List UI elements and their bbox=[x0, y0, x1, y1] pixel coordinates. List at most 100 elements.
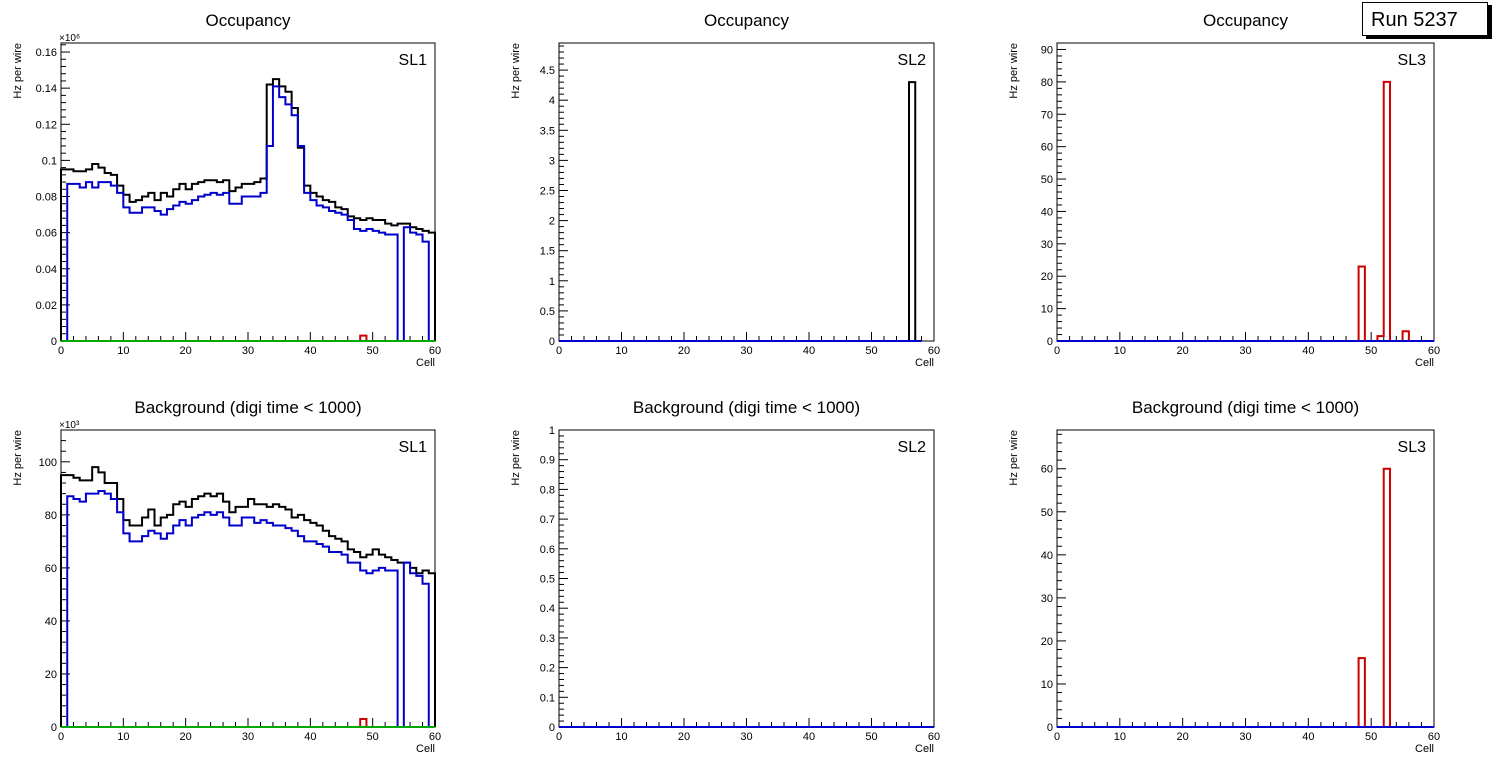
x-tick-label: 10 bbox=[117, 731, 129, 743]
x-tick-label: 60 bbox=[429, 345, 441, 357]
histogram-bin bbox=[105, 494, 111, 727]
histogram-bin bbox=[335, 207, 341, 341]
panel-label: SL1 bbox=[399, 52, 428, 69]
histogram-panel-3: Occupancy SL3 Cell Hz per wire 0 10 20 30 40 50 60… bbox=[1008, 11, 1440, 369]
histogram-bin bbox=[217, 512, 223, 727]
histogram-panel-1: Occupancy SL1 Cell Hz per wire ×10⁶ 0 10 20 30 40… bbox=[12, 11, 441, 369]
chart-title: Occupancy bbox=[704, 11, 790, 30]
histogram-bin bbox=[198, 496, 204, 727]
histogram-bin bbox=[155, 211, 161, 341]
histogram-bin bbox=[385, 557, 391, 727]
x-tick-label: 40 bbox=[304, 345, 316, 357]
histogram-bin bbox=[342, 209, 348, 341]
histogram-bin bbox=[223, 502, 229, 727]
histogram-bin bbox=[310, 541, 316, 727]
x-tick-label: 40 bbox=[1302, 731, 1314, 743]
histogram-bin bbox=[323, 207, 329, 341]
histogram-bin bbox=[155, 200, 161, 341]
histogram-bin bbox=[98, 472, 104, 727]
histogram-bin bbox=[123, 207, 129, 341]
y-tick-label: 0.8 bbox=[540, 484, 555, 496]
x-tick-label: 50 bbox=[1365, 731, 1377, 743]
y-tick-label: 30 bbox=[1041, 593, 1053, 605]
histogram-bin bbox=[92, 164, 98, 341]
histogram-panel-6: Background (digi time < 1000) SL3 Cell Hz p… bbox=[1008, 398, 1440, 755]
y-tick-label: 0 bbox=[1047, 722, 1053, 734]
y-tick-label: 0.14 bbox=[36, 83, 57, 95]
histogram-bin bbox=[416, 576, 422, 727]
x-axis-label: Cell bbox=[1415, 743, 1434, 755]
histogram-bin bbox=[317, 525, 323, 727]
histogram-bin bbox=[385, 571, 391, 727]
histogram-bin bbox=[329, 211, 335, 341]
y-axis-label: Hz per wire bbox=[12, 43, 24, 99]
histogram-bin bbox=[236, 187, 242, 341]
histogram-bin bbox=[310, 193, 316, 341]
plot-frame bbox=[1056, 429, 1435, 728]
chart-title: Background (digi time < 1000) bbox=[1132, 398, 1359, 417]
histogram-bin bbox=[98, 491, 104, 727]
histogram-bin bbox=[186, 189, 192, 341]
histogram-bin bbox=[373, 231, 379, 341]
panel-label: SL1 bbox=[399, 439, 428, 456]
histogram-bin bbox=[260, 504, 266, 727]
x-tick-label: 60 bbox=[928, 731, 940, 743]
y-tick-label: 40 bbox=[1041, 206, 1053, 218]
x-tick-label: 10 bbox=[1114, 731, 1126, 743]
histogram-bin bbox=[260, 193, 266, 341]
y-tick-label: 0.4 bbox=[540, 603, 555, 615]
histogram-bin bbox=[379, 555, 385, 727]
x-tick-label: 20 bbox=[1177, 345, 1189, 357]
histogram-bin bbox=[342, 215, 348, 341]
histogram-bin bbox=[292, 518, 298, 727]
histogram-bin bbox=[155, 533, 161, 727]
plot-frame bbox=[60, 429, 436, 728]
histogram-bin bbox=[285, 510, 291, 727]
series-red bbox=[1057, 467, 1434, 728]
y-tick-label: 1 bbox=[549, 425, 555, 437]
histogram-bin bbox=[130, 525, 136, 727]
histogram-bin bbox=[92, 467, 98, 727]
histogram-bin bbox=[211, 180, 217, 341]
histogram-bin bbox=[323, 531, 329, 727]
y-axis-label: Hz per wire bbox=[1008, 43, 1020, 99]
histogram-bin bbox=[310, 523, 316, 727]
histogram-bin bbox=[223, 193, 229, 341]
x-tick-label: 40 bbox=[304, 731, 316, 743]
y-tick-label: 0 bbox=[549, 722, 555, 734]
panel-label: SL2 bbox=[898, 439, 927, 456]
x-tick-label: 0 bbox=[1054, 345, 1060, 357]
histogram-bin bbox=[211, 496, 217, 727]
histogram-bin bbox=[198, 197, 204, 341]
histogram-line bbox=[61, 85, 435, 342]
x-tick-label: 30 bbox=[740, 345, 752, 357]
histogram-bin bbox=[80, 187, 86, 341]
histogram-bin bbox=[348, 220, 354, 341]
histogram-bin bbox=[254, 182, 260, 341]
histogram-bin bbox=[285, 104, 291, 341]
histogram-bin bbox=[410, 573, 416, 727]
run-label-box: Run 5237 bbox=[1362, 2, 1488, 36]
histogram-bin bbox=[211, 515, 217, 727]
histogram-bin bbox=[142, 518, 148, 727]
histogram-bin bbox=[130, 213, 136, 341]
histogram-bin bbox=[204, 180, 210, 341]
x-tick-label: 60 bbox=[429, 731, 441, 743]
x-tick-label: 0 bbox=[58, 731, 64, 743]
histogram-bin bbox=[360, 220, 366, 341]
histogram-bin bbox=[298, 515, 304, 727]
histogram-bin bbox=[273, 504, 279, 727]
histogram-bin bbox=[105, 182, 111, 341]
y-tick-label: 1 bbox=[549, 276, 555, 288]
x-tick-label: 50 bbox=[1365, 345, 1377, 357]
histogram-bin bbox=[379, 220, 385, 341]
y-tick-label: 80 bbox=[45, 510, 57, 522]
histogram-bin bbox=[204, 512, 210, 727]
histogram-bin bbox=[279, 97, 285, 341]
histogram-panel-4: Background (digi time < 1000) SL1 Cell Hz p… bbox=[12, 398, 441, 755]
x-tick-label: 10 bbox=[117, 345, 129, 357]
histogram-bin bbox=[248, 499, 254, 727]
histogram-bin bbox=[416, 229, 422, 341]
histogram-bin bbox=[254, 523, 260, 727]
